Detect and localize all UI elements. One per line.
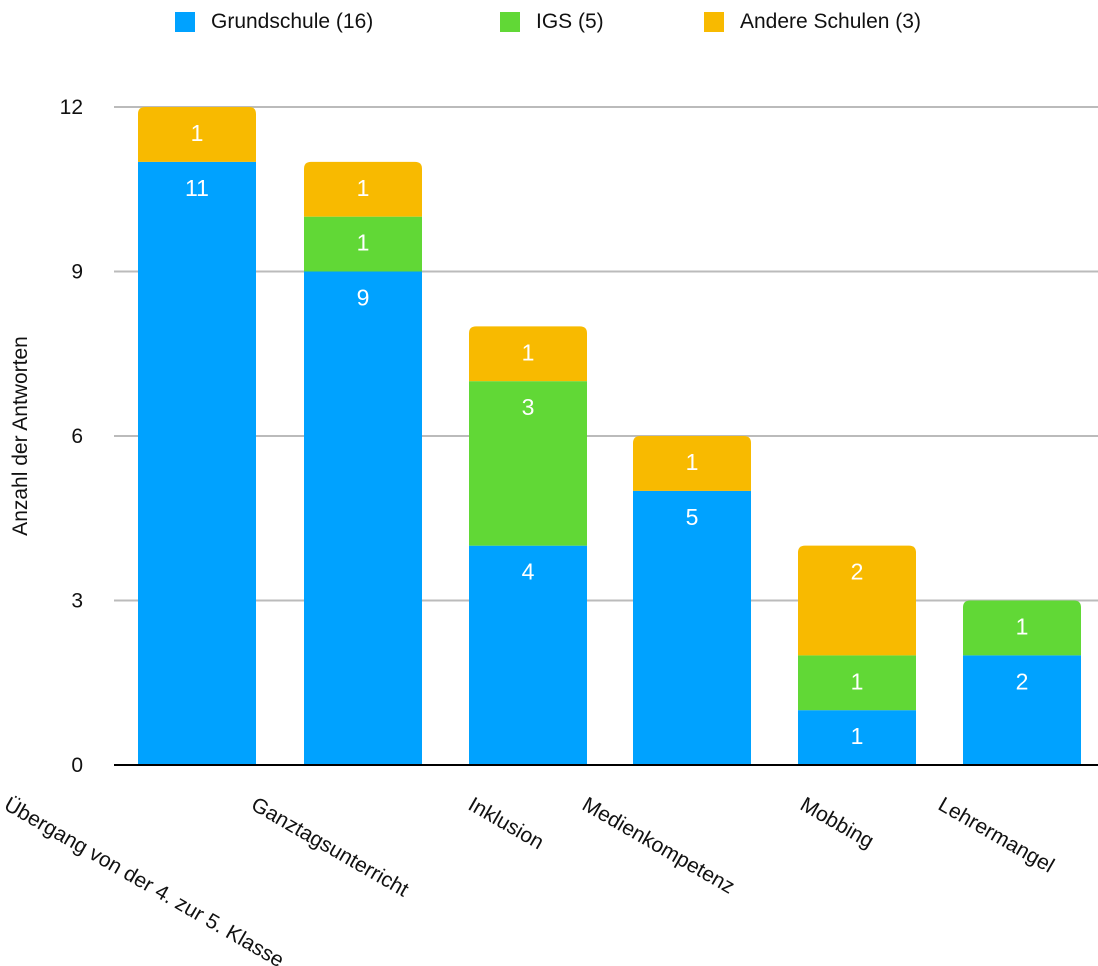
bar-segment: [963, 655, 1081, 765]
x-tick-label: Lehrermangel: [934, 793, 1058, 878]
chart-legend: Grundschule (16) IGS (5) Andere Schulen (3…: [0, 4, 1098, 40]
data-label: 1: [522, 339, 535, 365]
legend-swatch: [704, 12, 724, 32]
legend-label: Andere Schulen (3): [740, 10, 921, 33]
bar-segment: [798, 710, 916, 765]
y-tick-label: 3: [71, 590, 83, 613]
data-label: 5: [686, 504, 699, 530]
bar-segment: [798, 655, 916, 711]
legend-swatch: [175, 12, 195, 32]
data-label: 1: [686, 449, 699, 475]
y-tick-label: 0: [71, 754, 83, 777]
bar-segment: [469, 545, 587, 765]
x-tick-label: Mobbing: [796, 793, 877, 853]
x-tick-label: Medienkompetenz: [578, 793, 738, 899]
data-label: 1: [851, 723, 864, 749]
data-label: 2: [1016, 668, 1029, 694]
bar-segment: [633, 490, 751, 765]
data-label: 3: [522, 394, 535, 420]
y-tick-label: 12: [60, 96, 83, 119]
data-label: 1: [1016, 614, 1029, 640]
grid-lines: [114, 106, 1098, 602]
bar-segment: [963, 600, 1081, 656]
data-label: 11: [185, 175, 209, 201]
bar-segment: [138, 161, 256, 766]
y-axis-title: Anzahl der Antworten: [9, 336, 32, 536]
legend-item: Grundschule (16): [175, 4, 373, 40]
x-tick-label: Ganztagsunterricht: [247, 793, 412, 902]
bar-segment: [798, 545, 916, 656]
y-tick-label: 9: [71, 261, 83, 284]
x-tick-label: Übergang von der 4. zur 5. Klasse: [0, 793, 287, 966]
bar-segment: [304, 161, 422, 217]
bar-segment: [304, 216, 422, 272]
legend-swatch: [500, 12, 520, 32]
data-label: 1: [357, 230, 370, 256]
data-label: 1: [357, 175, 370, 201]
data-label: 1: [851, 668, 864, 694]
legend-label: IGS (5): [536, 10, 604, 33]
data-label: 4: [522, 559, 535, 585]
bar-segment: [469, 381, 587, 546]
data-label: 9: [357, 285, 370, 311]
legend-label: Grundschule (16): [211, 10, 374, 33]
bar-segment: [469, 326, 587, 382]
bar-segment: [138, 107, 256, 162]
legend-item: Andere Schulen (3): [704, 4, 921, 40]
x-tick-label: Inklusion: [464, 793, 547, 854]
y-tick-label: 6: [71, 425, 83, 448]
data-label: 1: [191, 120, 204, 146]
legend-item: IGS (5): [500, 4, 604, 40]
bar-segment: [633, 436, 751, 491]
bar-segment: [304, 271, 422, 765]
data-label: 2: [851, 559, 864, 585]
